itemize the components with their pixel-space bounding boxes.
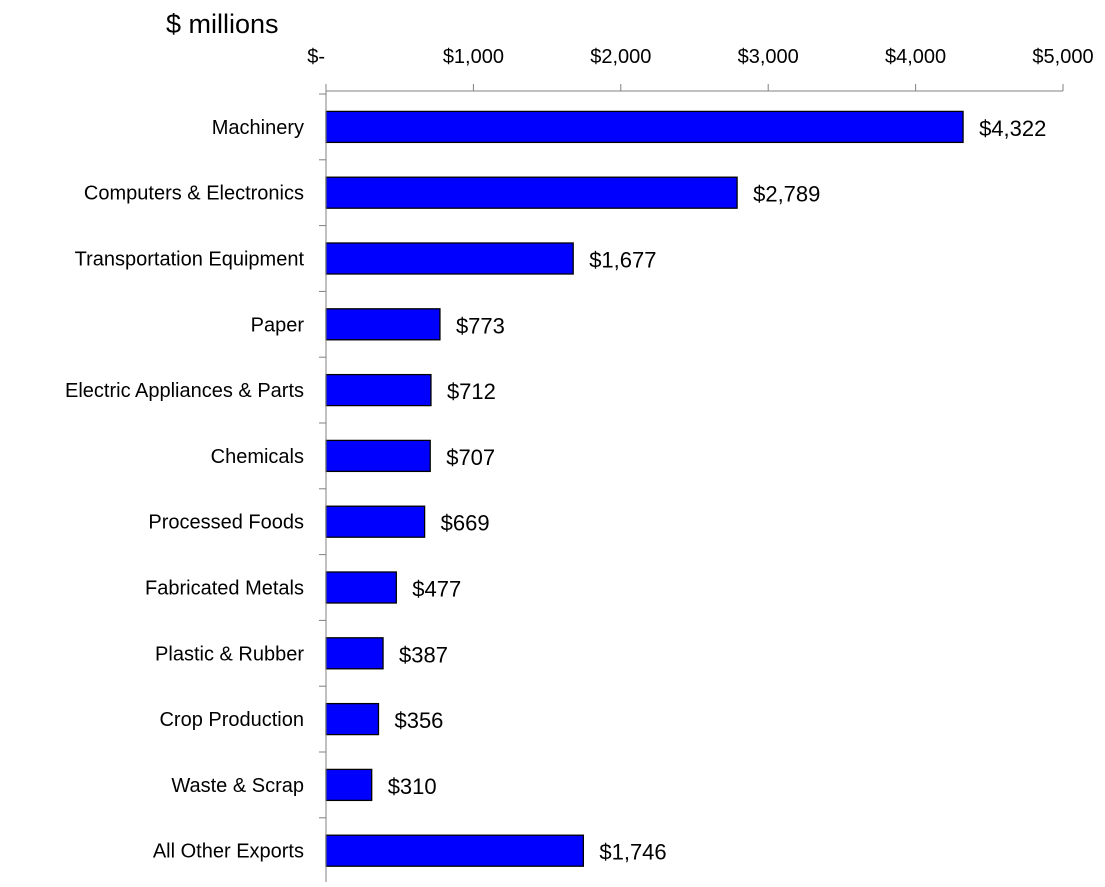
value-label: $669 xyxy=(441,511,490,536)
value-label: $310 xyxy=(388,774,437,799)
unit-label: $ millions xyxy=(166,9,279,39)
value-label: $1,677 xyxy=(589,248,656,273)
value-label: $2,789 xyxy=(753,182,820,207)
value-label: $477 xyxy=(412,577,461,602)
x-tick-label: $5,000 xyxy=(1032,46,1093,68)
bar xyxy=(325,505,426,538)
bar xyxy=(325,308,441,341)
category-label: Transportation Equipment xyxy=(75,249,305,271)
category-label: Paper xyxy=(251,314,305,336)
category-label: Electric Appliances & Parts xyxy=(65,380,304,402)
value-label: $707 xyxy=(446,445,495,470)
x-axis-ticks: $- $1,000 $2,000 $3,000 $4,000 $5,000 xyxy=(307,46,1094,91)
bars xyxy=(325,110,964,867)
bar xyxy=(325,242,574,275)
value-label: $356 xyxy=(394,708,443,733)
bar xyxy=(325,373,432,407)
bar xyxy=(325,110,964,144)
bar xyxy=(325,176,738,209)
axes xyxy=(319,90,1063,885)
category-label: All Other Exports xyxy=(153,841,304,863)
category-label: Machinery xyxy=(212,117,304,139)
x-tick-label: $4,000 xyxy=(885,46,946,68)
bar xyxy=(325,637,384,670)
category-label: Processed Foods xyxy=(148,512,304,534)
category-label: Crop Production xyxy=(159,709,304,731)
value-label: $712 xyxy=(447,379,496,404)
category-labels: Machinery Computers & Electronics Transpor… xyxy=(65,117,304,863)
x-tick-label: $1,000 xyxy=(443,46,504,68)
bar xyxy=(325,834,585,867)
value-label: $4,322 xyxy=(979,116,1046,141)
x-tick-label: $2,000 xyxy=(590,46,651,68)
category-label: Waste & Scrap xyxy=(171,775,304,797)
bar xyxy=(325,702,380,736)
value-label: $387 xyxy=(399,642,448,667)
value-labels: $4,322 $2,789 $1,677 $773 $712 $707 $669 $477 $3… xyxy=(388,116,1047,865)
category-label: Fabricated Metals xyxy=(145,578,304,600)
category-label: Plastic & Rubber xyxy=(155,643,304,665)
value-label: $1,746 xyxy=(599,840,666,865)
category-label: Computers & Electronics xyxy=(84,183,304,205)
x-tick-label: $3,000 xyxy=(738,46,799,68)
bar xyxy=(325,571,397,604)
value-label: $773 xyxy=(456,313,505,338)
x-tick-label: $- xyxy=(307,46,325,68)
bar xyxy=(325,768,373,802)
bar xyxy=(325,439,431,473)
category-label: Chemicals xyxy=(211,446,304,468)
